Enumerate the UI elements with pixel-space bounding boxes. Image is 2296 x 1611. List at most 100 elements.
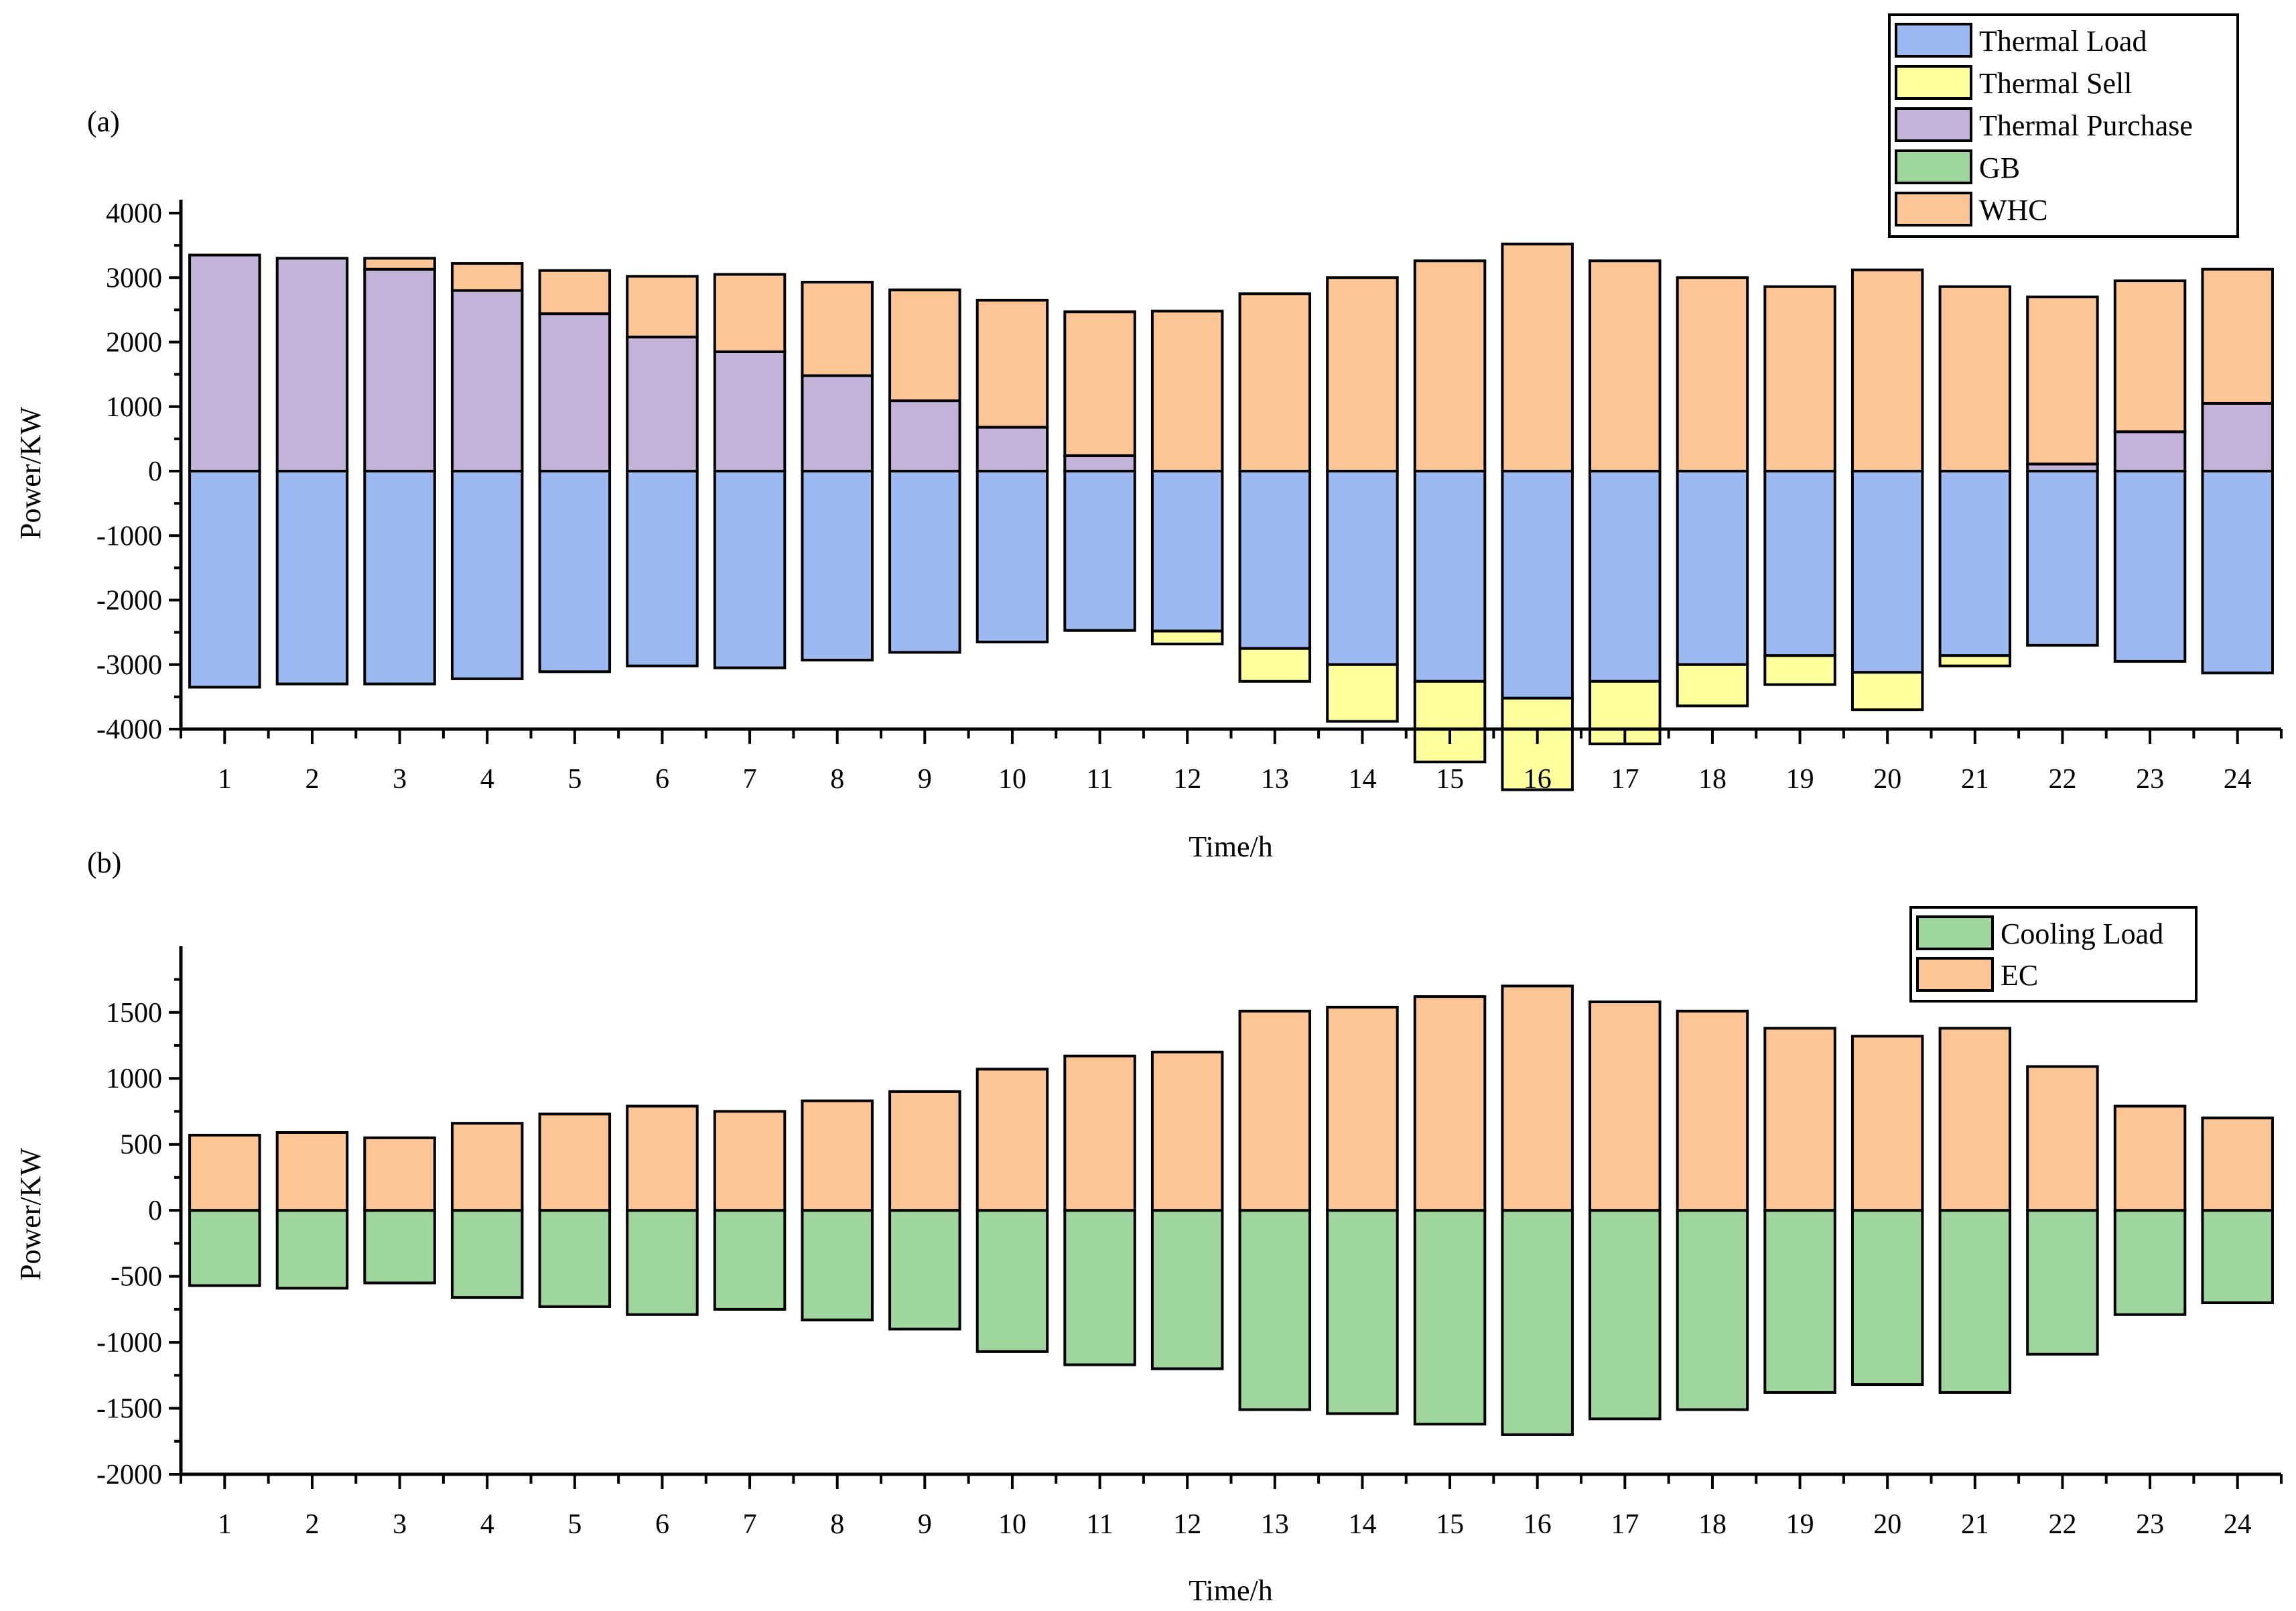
- a-bar-thermal-purchase-3: [363, 267, 436, 472]
- a-x-tick-label: 23: [2136, 764, 2164, 795]
- b-x-tick-label: 24: [2224, 1509, 2252, 1540]
- b-bar-ec-8: [801, 1099, 874, 1212]
- b-bar-cooling-load-14: [1326, 1209, 1399, 1415]
- b-x-tick-label: 10: [998, 1509, 1026, 1540]
- b-bar-ec-22: [2026, 1065, 2099, 1212]
- b-bar-cooling-load-24: [2201, 1209, 2274, 1304]
- a-bar-whc-18: [1676, 276, 1749, 472]
- b-bar-ec-12: [1150, 1050, 1224, 1212]
- b-bar-ec-20: [1850, 1035, 1924, 1212]
- b-x-tick-label: 20: [1873, 1509, 1901, 1540]
- b-legend-label-ec: EC: [2001, 959, 2038, 992]
- b-y-tick-label: -2000: [96, 1460, 162, 1490]
- a-bar-thermal-load-3: [363, 470, 436, 686]
- a-bar-thermal-purchase-11: [1063, 454, 1136, 473]
- a-bar-whc-9: [888, 288, 961, 403]
- a-x-tick-label: 6: [655, 764, 669, 795]
- a-legend-swatch-whc: [1895, 192, 1972, 227]
- b-bar-ec-9: [888, 1090, 961, 1212]
- a-bar-thermal-sell-14: [1326, 663, 1399, 723]
- b-x-tick-label: 11: [1086, 1509, 1113, 1540]
- b-bar-cooling-load-19: [1763, 1209, 1836, 1394]
- a-x-tick-label: 15: [1436, 764, 1464, 795]
- a-bar-thermal-load-9: [888, 470, 961, 654]
- a-bar-thermal-load-14: [1326, 470, 1399, 666]
- a-bar-thermal-purchase-7: [713, 350, 787, 472]
- a-bar-whc-22: [2026, 296, 2099, 466]
- panel-a-label: (a): [87, 105, 120, 138]
- a-bar-thermal-load-10: [975, 470, 1049, 644]
- panel-b-label: (b): [87, 846, 121, 879]
- a-bar-thermal-load-11: [1063, 470, 1136, 632]
- b-bar-ec-13: [1238, 1009, 1312, 1212]
- a-x-tick-label: 19: [1786, 764, 1814, 795]
- a-bar-thermal-load-6: [626, 470, 699, 667]
- b-legend-swatch-ec: [1916, 957, 1994, 992]
- a-bar-whc-10: [975, 298, 1049, 429]
- a-x-tick-label: 12: [1173, 764, 1201, 795]
- a-y-tick-label: -1000: [96, 521, 162, 552]
- a-y-tick-label: 1000: [106, 392, 162, 423]
- b-bar-ec-15: [1413, 995, 1487, 1212]
- b-bar-cooling-load-12: [1150, 1209, 1224, 1370]
- panel-b-ylabel: Power/KW: [14, 1148, 47, 1281]
- a-bar-thermal-load-24: [2201, 470, 2274, 675]
- a-x-tick-label: 13: [1261, 764, 1289, 795]
- a-bar-whc-16: [1501, 243, 1574, 472]
- b-bar-ec-23: [2113, 1104, 2187, 1212]
- b-x-tick-label: 22: [2048, 1509, 2076, 1540]
- a-x-tick-label: 8: [830, 764, 844, 795]
- b-bar-cooling-load-5: [538, 1209, 612, 1308]
- a-x-tick-label: 16: [1524, 764, 1552, 795]
- b-x-tick-label: 17: [1611, 1509, 1639, 1540]
- a-bar-thermal-load-21: [1938, 470, 2012, 657]
- b-bar-cooling-load-4: [450, 1209, 524, 1299]
- b-bar-ec-7: [713, 1110, 787, 1212]
- a-bar-thermal-load-12: [1150, 470, 1224, 633]
- b-bar-cooling-load-6: [626, 1209, 699, 1316]
- a-legend-label-thermal-purchase: Thermal Purchase: [1979, 109, 2193, 142]
- b-y-tick-label: -1500: [96, 1394, 162, 1425]
- a-bar-thermal-purchase-23: [2113, 430, 2187, 472]
- a-x-tick-label: 10: [998, 764, 1026, 795]
- panel-a-ylabel: Power/KW: [14, 407, 47, 539]
- a-bar-whc-12: [1150, 310, 1224, 472]
- a-x-tick-label: 14: [1348, 764, 1376, 795]
- b-x-tick-label: 1: [218, 1509, 232, 1540]
- b-bar-cooling-load-15: [1413, 1209, 1487, 1426]
- a-bar-thermal-load-8: [801, 470, 874, 662]
- b-x-tick-label: 14: [1348, 1509, 1376, 1540]
- a-bar-whc-6: [626, 275, 699, 338]
- b-x-tick-label: 12: [1173, 1509, 1201, 1540]
- a-bar-whc-11: [1063, 310, 1136, 457]
- a-bar-thermal-load-16: [1501, 470, 1574, 700]
- b-bar-cooling-load-13: [1238, 1209, 1312, 1411]
- a-bar-thermal-load-15: [1413, 470, 1487, 683]
- a-bar-thermal-sell-16: [1501, 696, 1574, 791]
- a-bar-thermal-load-1: [188, 470, 261, 689]
- b-x-tick-label: 3: [393, 1509, 407, 1540]
- a-x-tick-label: 18: [1698, 764, 1727, 795]
- b-bar-cooling-load-17: [1589, 1209, 1662, 1421]
- a-bar-whc-15: [1413, 259, 1487, 472]
- b-bar-ec-18: [1676, 1009, 1749, 1212]
- panel-a-legend: Thermal Load Thermal Sell Thermal Purchase…: [1888, 13, 2239, 238]
- a-bar-thermal-purchase-9: [888, 399, 961, 473]
- a-bar-thermal-load-22: [2026, 470, 2099, 647]
- a-bar-thermal-purchase-5: [538, 312, 612, 472]
- a-bar-whc-7: [713, 273, 787, 353]
- b-bar-ec-3: [363, 1136, 436, 1212]
- b-y-tick-label: -500: [111, 1262, 162, 1293]
- b-bar-cooling-load-18: [1676, 1209, 1749, 1411]
- panel-b: (b) Power/KW Time/h -2000 -1500 -1000 -500 0…: [14, 846, 2283, 1607]
- b-bar-cooling-load-11: [1063, 1209, 1136, 1366]
- b-x-tick-label: 9: [918, 1509, 932, 1540]
- a-bar-whc-19: [1763, 285, 1836, 472]
- a-y-tick-label: 0: [148, 456, 162, 487]
- b-legend-swatch-cooling-load: [1916, 915, 1994, 950]
- a-bar-whc-8: [801, 280, 874, 377]
- b-bar-cooling-load-10: [975, 1209, 1049, 1353]
